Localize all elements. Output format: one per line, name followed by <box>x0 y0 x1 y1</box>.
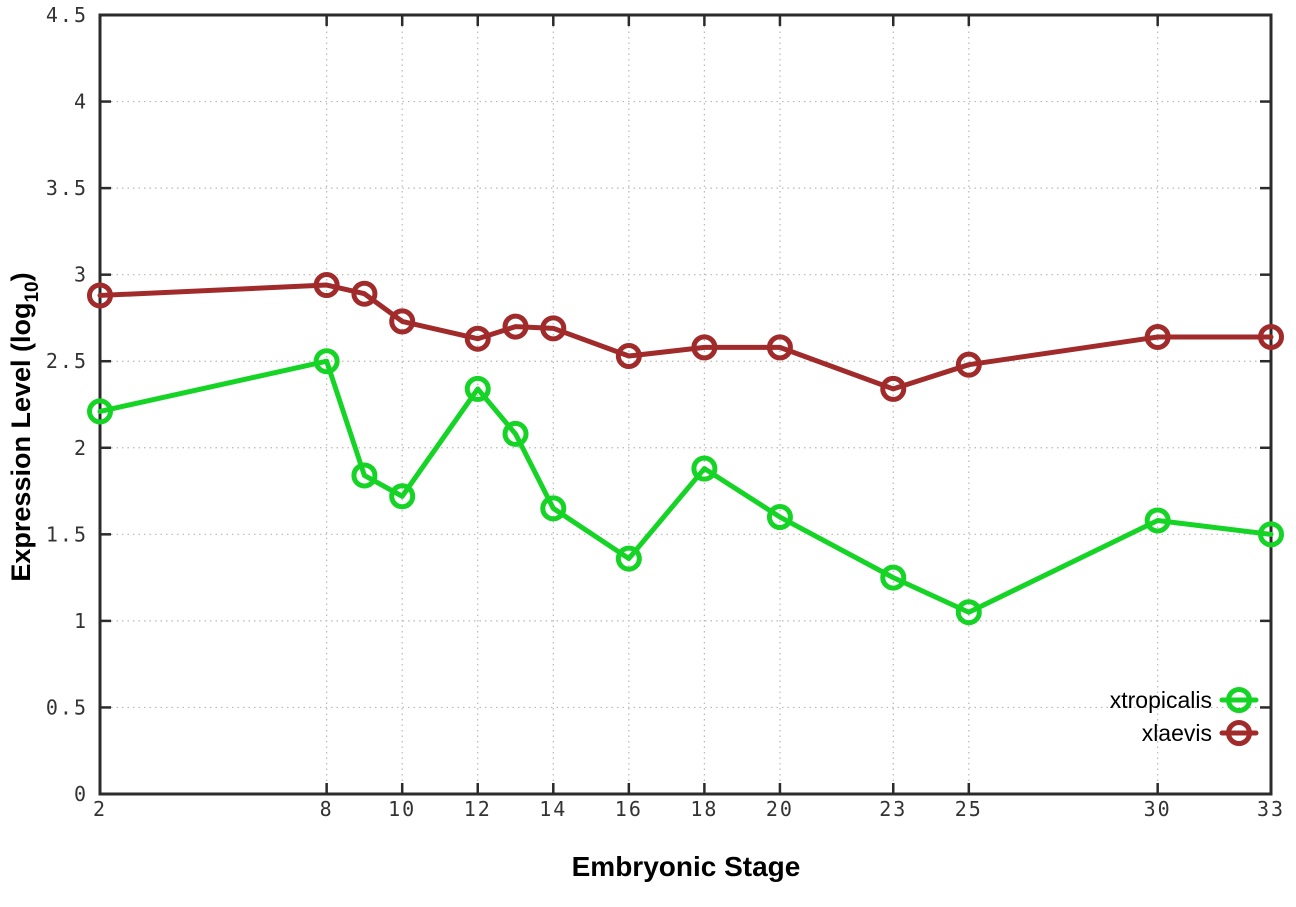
y-tick-label-3.5: 3.5 <box>46 176 88 200</box>
xlaevis-point-stage-30 <box>1144 323 1171 350</box>
xlaevis-point-stage-33 <box>1258 323 1284 350</box>
xtropicalis-point-stage-13 <box>502 420 529 447</box>
xlaevis-point-stage-13 <box>502 313 529 340</box>
x-tick-label-23: 23 <box>879 797 907 821</box>
y-tick-label-0: 0 <box>74 782 88 806</box>
x-tick-label-25: 25 <box>955 797 983 821</box>
legend-entry-xtropicalis: xtropicalis <box>1110 687 1259 713</box>
y-axis-title: Expression Level (log10) <box>6 272 43 581</box>
xlaevis-point-stage-2 <box>87 282 113 309</box>
y-tick-label-4: 4 <box>74 90 88 114</box>
x-tick-label-8: 8 <box>320 797 334 821</box>
xtropicalis-point-stage-10 <box>389 483 416 510</box>
xtropicalis-point-stage-23 <box>880 564 907 591</box>
xtropicalis-point-stage-16 <box>615 545 642 572</box>
xlaevis-point-stage-23 <box>880 375 907 402</box>
xtropicalis-point-stage-12 <box>464 375 491 402</box>
legend: xtropicalis xlaevis <box>1110 687 1259 746</box>
x-tick-label-2: 2 <box>93 797 107 821</box>
y-axis-title-main: Expression Level (log <box>6 303 36 582</box>
axis-layer: 2 8 10 12 14 16 18 20 23 25 30 33 0 0.5 1 1.5 2 2.5 3 3.5 4 4… <box>46 3 1285 821</box>
legend-label-xtropicalis: xtropicalis <box>1110 687 1212 713</box>
y-tick-label-0.5: 0.5 <box>46 695 88 719</box>
xlaevis-line <box>97 282 1274 392</box>
y-axis-title-close: ) <box>6 272 36 281</box>
xtropicalis-point-stage-14 <box>540 495 567 522</box>
series-layer <box>87 272 1284 626</box>
x-tick-label-10: 10 <box>388 797 416 821</box>
grid-layer <box>100 15 1271 794</box>
xlaevis-point-stage-16 <box>615 343 642 370</box>
xtropicalis-point-stage-18 <box>691 455 718 482</box>
xtropicalis-point-stage-9 <box>351 462 378 489</box>
xlaevis-point-stage-25 <box>955 351 982 378</box>
xlaevis-point-stage-8 <box>313 272 340 299</box>
y-tick-label-1.5: 1.5 <box>46 522 88 546</box>
xtropicalis-point-stage-20 <box>766 504 793 531</box>
y-tick-label-1: 1 <box>74 609 88 633</box>
xtropicalis-point-stage-2 <box>87 398 113 425</box>
legend-marker-xlaevis <box>1226 720 1252 746</box>
plot-border <box>98 13 1273 796</box>
x-tick-label-20: 20 <box>766 797 794 821</box>
xlaevis-point-stage-18 <box>691 334 718 361</box>
xlaevis-point-stage-12 <box>464 325 491 352</box>
x-tick-label-33: 33 <box>1257 797 1285 821</box>
xtropicalis-point-stage-30 <box>1144 507 1171 534</box>
xlaevis-point-stage-9 <box>351 280 378 307</box>
xlaevis-point-stage-20 <box>766 334 793 361</box>
y-tick-label-2: 2 <box>74 436 88 460</box>
xlaevis-point-stage-14 <box>540 315 567 342</box>
x-tick-label-14: 14 <box>539 797 567 821</box>
x-axis-title: Embryonic Stage <box>572 851 801 882</box>
legend-marker-xtropicalis <box>1226 687 1252 713</box>
y-axis-title-subscript: 10 <box>22 281 43 302</box>
y-tick-label-2.5: 2.5 <box>46 349 88 373</box>
legend-entry-xlaevis: xlaevis <box>1142 720 1259 746</box>
x-tick-label-12: 12 <box>464 797 492 821</box>
xlaevis-point-stage-10 <box>389 308 416 335</box>
xtropicalis-point-stage-33 <box>1258 521 1284 548</box>
legend-label-xlaevis: xlaevis <box>1142 720 1212 746</box>
x-tick-label-30: 30 <box>1144 797 1172 821</box>
xtropicalis-line <box>97 358 1274 615</box>
x-tick-label-18: 18 <box>690 797 718 821</box>
y-tick-label-4.5: 4.5 <box>46 3 88 27</box>
y-tick-label-3: 3 <box>74 263 88 287</box>
xtropicalis-point-stage-8 <box>313 348 340 375</box>
x-tick-label-16: 16 <box>615 797 643 821</box>
xtropicalis-point-stage-25 <box>955 599 982 626</box>
